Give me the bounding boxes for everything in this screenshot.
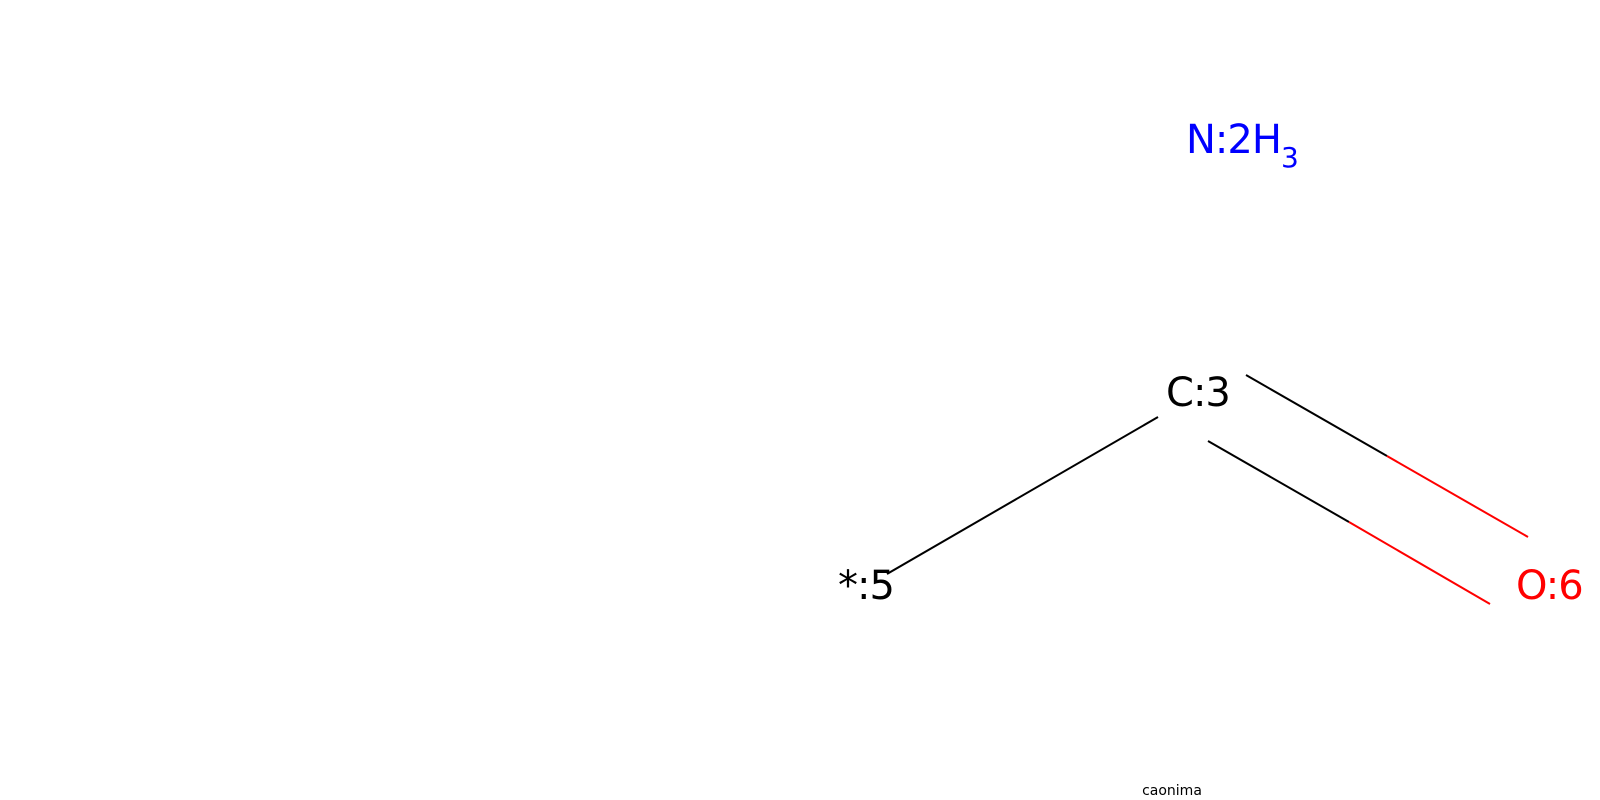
atom-n2: N:2H3 xyxy=(1186,117,1298,174)
atom-n2-symbol: N xyxy=(1186,117,1215,163)
bond-c3-o6-lower-red xyxy=(1348,521,1491,605)
atom-a5-map: 5 xyxy=(869,563,893,609)
bond-c3-o6 xyxy=(1207,374,1529,605)
atom-o6-symbol: O xyxy=(1516,563,1546,609)
bond-c3-o6-lower-black xyxy=(1207,440,1350,523)
atom-o6-map: 6 xyxy=(1558,563,1582,609)
atom-c3-map: 3 xyxy=(1205,370,1229,416)
atom-o6: O:6 xyxy=(1516,563,1583,609)
atom-n2-hydrogen: H xyxy=(1252,117,1281,163)
atom-a5-symbol: * xyxy=(838,563,857,609)
atom-n2-map: 2 xyxy=(1227,117,1251,163)
bond-c3-a5 xyxy=(886,416,1159,575)
atom-n2-hcount: 3 xyxy=(1281,141,1298,174)
atom-c3: C:3 xyxy=(1166,370,1230,416)
molecule-legend: caonima xyxy=(1142,783,1202,799)
bond-c3-a5-line xyxy=(886,416,1159,575)
atom-c3-symbol: C xyxy=(1166,370,1193,416)
atom-a5: *:5 xyxy=(838,563,894,609)
bond-c3-o6-upper-black xyxy=(1245,374,1388,457)
bond-c3-o6-upper-red xyxy=(1386,455,1529,538)
